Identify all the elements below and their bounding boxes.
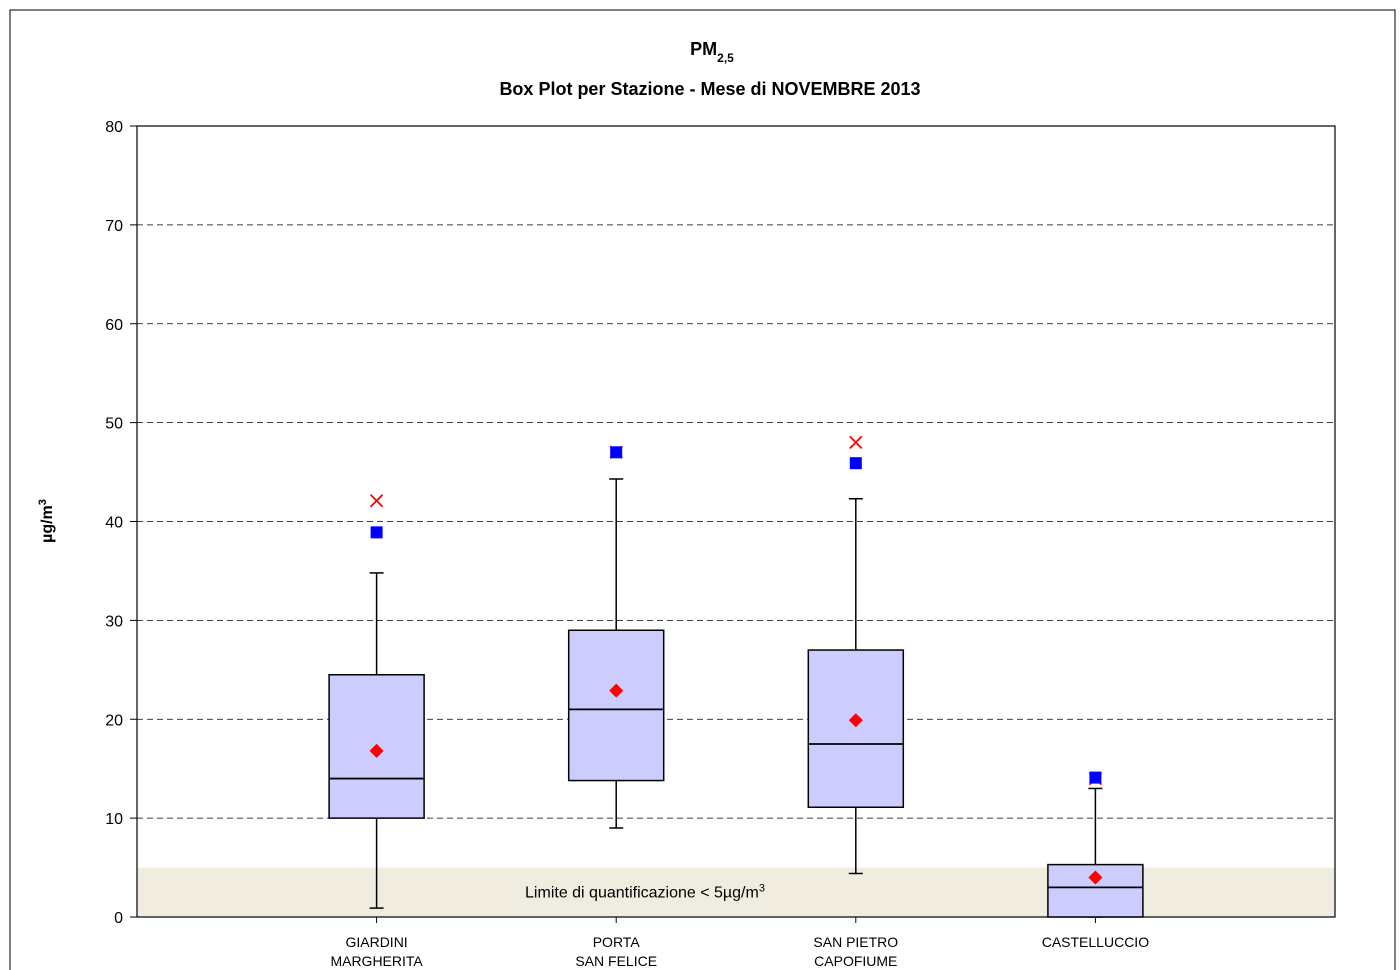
y-tick-label: 0	[114, 910, 123, 927]
x-tick-label: PORTA	[593, 934, 641, 950]
y-tick-label: 40	[105, 515, 123, 532]
mean-marker	[1088, 870, 1103, 885]
x-tick-label: GIARDINI	[345, 934, 407, 950]
y-tick-label: 80	[105, 119, 123, 136]
y-tick-label: 20	[105, 712, 123, 729]
y-tick-label: 30	[105, 613, 123, 630]
band-label: Limite di quantificazione < 5µg/m3	[525, 882, 765, 901]
y-label-main: µg/m	[39, 505, 56, 543]
square-marker	[370, 526, 383, 539]
square-marker	[1089, 771, 1102, 784]
y-tick-label: 10	[105, 811, 123, 828]
mean-marker	[609, 683, 624, 698]
chart-subtitle: Box Plot per Stazione - Mese di NOVEMBRE…	[499, 79, 920, 99]
band-label-main: Limite di quantificazione < 5µg/m	[525, 884, 759, 901]
plot-area	[136, 125, 1336, 918]
box	[567, 629, 665, 782]
title-subscript: 2,5	[717, 51, 734, 65]
y-label-superscript: 3	[37, 499, 49, 505]
cross-marker	[369, 494, 384, 508]
y-tick-label: 60	[105, 317, 123, 334]
y-tick-label: 70	[105, 218, 123, 235]
cross-marker	[849, 435, 863, 450]
square-marker	[849, 457, 862, 470]
square-marker	[610, 446, 623, 459]
band-label-superscript: 3	[759, 882, 765, 894]
box	[807, 649, 905, 808]
x-tick-label: SAN PIETRO	[813, 934, 898, 950]
chart-title: PM2,5	[690, 39, 734, 65]
y-tick-label: 50	[105, 416, 123, 433]
mean-marker	[369, 743, 384, 758]
box	[1047, 863, 1144, 918]
x-tick-label: SAN FELICE	[575, 953, 657, 969]
x-tick-label: CASTELLUCCIO	[1042, 934, 1149, 950]
x-tick-label: MARGHERITA	[330, 953, 423, 969]
chart-frame	[9, 9, 1396, 970]
mean-marker	[848, 713, 863, 728]
title-main: PM	[690, 39, 717, 59]
y-axis-label: µg/m3	[37, 499, 56, 543]
x-tick-label: CAPOFIUME	[814, 953, 897, 969]
